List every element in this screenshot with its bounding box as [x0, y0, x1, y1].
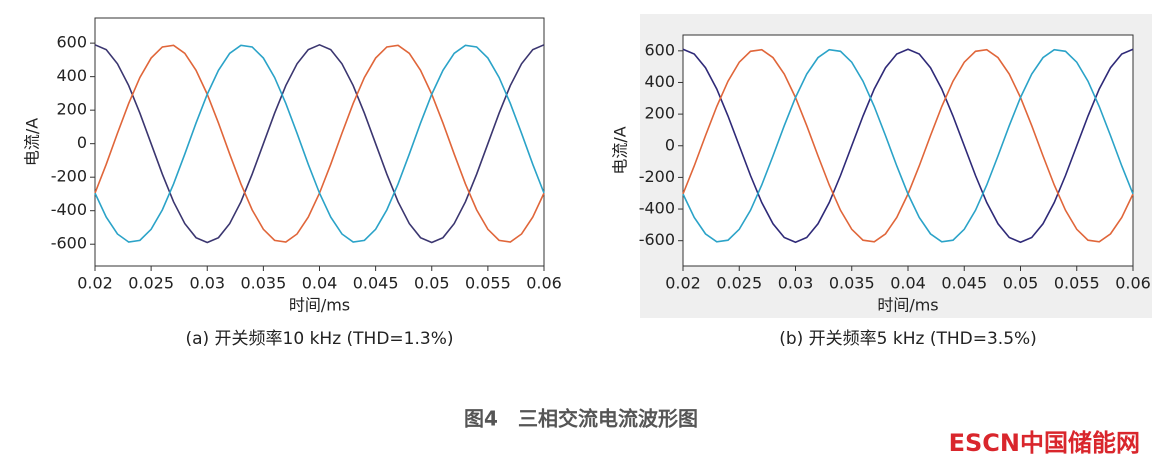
- x-tick-label: 0.055: [1054, 274, 1100, 293]
- chart-caption: (a) 开关频率10 kHz (THD=1.3%): [185, 329, 453, 349]
- series-line: [682, 48, 1134, 243]
- figure-caption: 图4 三相交流电流波形图: [464, 407, 698, 431]
- y-tick-label: 600: [56, 33, 87, 52]
- y-tick-label: -200: [51, 167, 87, 186]
- x-tick-label: 0.03: [189, 274, 225, 293]
- x-tick-label: 0.06: [526, 274, 562, 293]
- plot-area: [94, 17, 545, 267]
- y-tick-label: 200: [644, 104, 675, 123]
- x-tick-label: 0.02: [77, 274, 113, 293]
- y-tick-label: -600: [51, 234, 87, 253]
- y-tick-label: 200: [56, 100, 87, 119]
- x-tick-label: 0.03: [778, 274, 814, 293]
- x-tick-label: 0.02: [665, 274, 701, 293]
- y-tick-label: -200: [639, 167, 675, 186]
- y-tick-label: -400: [51, 200, 87, 219]
- x-tick-label: 0.05: [1003, 274, 1039, 293]
- x-tick-label: 0.06: [1115, 274, 1151, 293]
- x-tick-label: 0.055: [465, 274, 511, 293]
- x-axis-label: 时间/ms: [877, 296, 938, 315]
- y-tick-label: -600: [639, 230, 675, 249]
- x-tick-label: 0.045: [941, 274, 987, 293]
- y-tick-label: 0: [77, 133, 87, 152]
- chart-caption: (b) 开关频率5 kHz (THD=3.5%): [779, 329, 1037, 349]
- series-line: [94, 44, 545, 243]
- x-tick-label: 0.035: [240, 274, 286, 293]
- y-tick-label: 0: [665, 135, 675, 154]
- y-axis-label: 电流/A: [23, 118, 42, 166]
- plot-area: [682, 34, 1134, 267]
- x-tick-label: 0.04: [302, 274, 338, 293]
- y-axis-label: 电流/A: [611, 126, 630, 174]
- x-tick-label: 0.04: [890, 274, 926, 293]
- y-tick-label: -400: [639, 199, 675, 218]
- x-tick-label: 0.025: [128, 274, 174, 293]
- x-axis-label: 时间/ms: [289, 296, 350, 315]
- x-tick-label: 0.045: [353, 274, 399, 293]
- x-tick-label: 0.05: [414, 274, 450, 293]
- y-tick-label: 400: [644, 72, 675, 91]
- x-tick-label: 0.035: [829, 274, 875, 293]
- watermark: ESCN中国储能网: [949, 429, 1140, 457]
- x-tick-label: 0.025: [716, 274, 762, 293]
- y-tick-label: 400: [56, 66, 87, 85]
- y-tick-label: 600: [644, 40, 675, 59]
